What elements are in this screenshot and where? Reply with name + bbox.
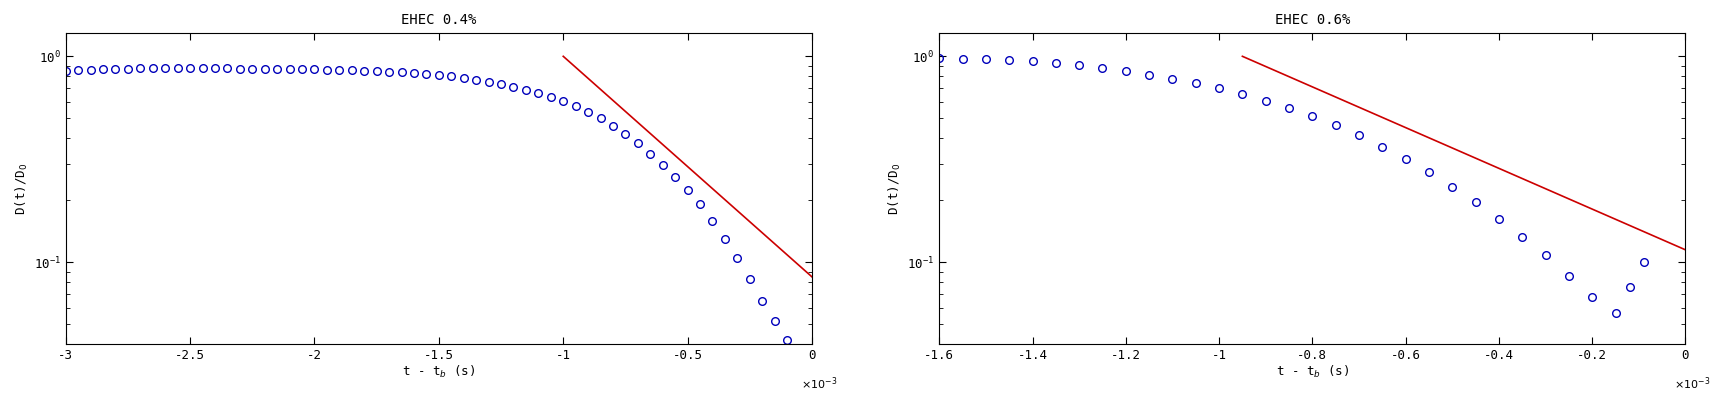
X-axis label: t - t$_b$ (s): t - t$_b$ (s) — [1275, 364, 1347, 380]
X-axis label: t - t$_b$ (s): t - t$_b$ (s) — [401, 364, 476, 380]
Text: $\times10^{-3}$: $\times10^{-3}$ — [799, 375, 836, 392]
Title: EHEC 0.6%: EHEC 0.6% — [1273, 13, 1349, 28]
Title: EHEC 0.4%: EHEC 0.4% — [401, 13, 476, 28]
Y-axis label: D(t)/D$_0$: D(t)/D$_0$ — [14, 162, 29, 215]
Y-axis label: D(t)/D$_0$: D(t)/D$_0$ — [887, 162, 903, 215]
Text: $\times10^{-3}$: $\times10^{-3}$ — [1673, 375, 1709, 392]
